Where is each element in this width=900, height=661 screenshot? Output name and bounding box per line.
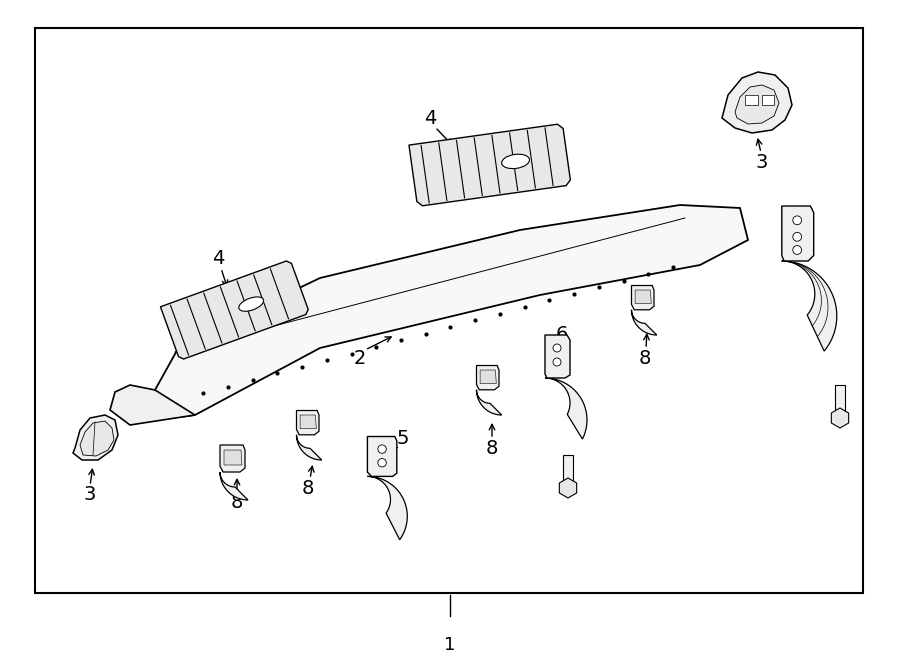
Polygon shape	[80, 421, 114, 456]
Text: 1: 1	[445, 636, 455, 654]
Polygon shape	[762, 95, 774, 105]
Polygon shape	[735, 85, 779, 124]
Text: 7: 7	[787, 208, 799, 227]
Polygon shape	[367, 477, 408, 540]
Text: 2: 2	[354, 348, 366, 368]
Polygon shape	[782, 261, 837, 351]
Polygon shape	[224, 450, 242, 465]
Polygon shape	[545, 335, 570, 378]
Text: 3: 3	[84, 485, 96, 504]
Text: 4: 4	[424, 108, 436, 128]
Polygon shape	[559, 478, 577, 498]
Polygon shape	[220, 445, 245, 472]
Ellipse shape	[501, 154, 529, 169]
Bar	[35, 28, 863, 593]
Polygon shape	[476, 390, 501, 415]
Polygon shape	[635, 290, 652, 303]
Polygon shape	[632, 310, 657, 335]
Polygon shape	[545, 378, 587, 439]
Polygon shape	[296, 435, 321, 460]
Text: 5: 5	[397, 428, 410, 447]
Circle shape	[553, 358, 561, 366]
Polygon shape	[782, 206, 814, 261]
Polygon shape	[300, 415, 316, 428]
Bar	[563, 455, 573, 485]
Polygon shape	[110, 385, 195, 425]
Text: 6: 6	[556, 325, 568, 344]
Text: 3: 3	[756, 153, 769, 171]
Polygon shape	[409, 124, 571, 206]
Circle shape	[793, 216, 802, 225]
Circle shape	[793, 246, 802, 254]
Circle shape	[378, 459, 386, 467]
Polygon shape	[476, 366, 499, 390]
Circle shape	[378, 445, 386, 453]
Polygon shape	[745, 95, 758, 105]
Text: 8: 8	[639, 348, 652, 368]
Polygon shape	[220, 472, 248, 500]
Text: 4: 4	[212, 249, 224, 268]
Text: 8: 8	[302, 479, 314, 498]
Polygon shape	[832, 408, 849, 428]
Text: 8: 8	[486, 438, 499, 457]
Polygon shape	[296, 410, 319, 435]
Polygon shape	[130, 205, 748, 420]
Circle shape	[793, 233, 802, 241]
Text: 8: 8	[230, 492, 243, 512]
Polygon shape	[632, 286, 654, 310]
Polygon shape	[367, 436, 397, 477]
Polygon shape	[73, 415, 118, 460]
Polygon shape	[722, 72, 792, 133]
Polygon shape	[160, 261, 308, 359]
Circle shape	[553, 344, 561, 352]
Ellipse shape	[238, 297, 264, 311]
Bar	[835, 385, 845, 415]
Polygon shape	[480, 370, 496, 383]
